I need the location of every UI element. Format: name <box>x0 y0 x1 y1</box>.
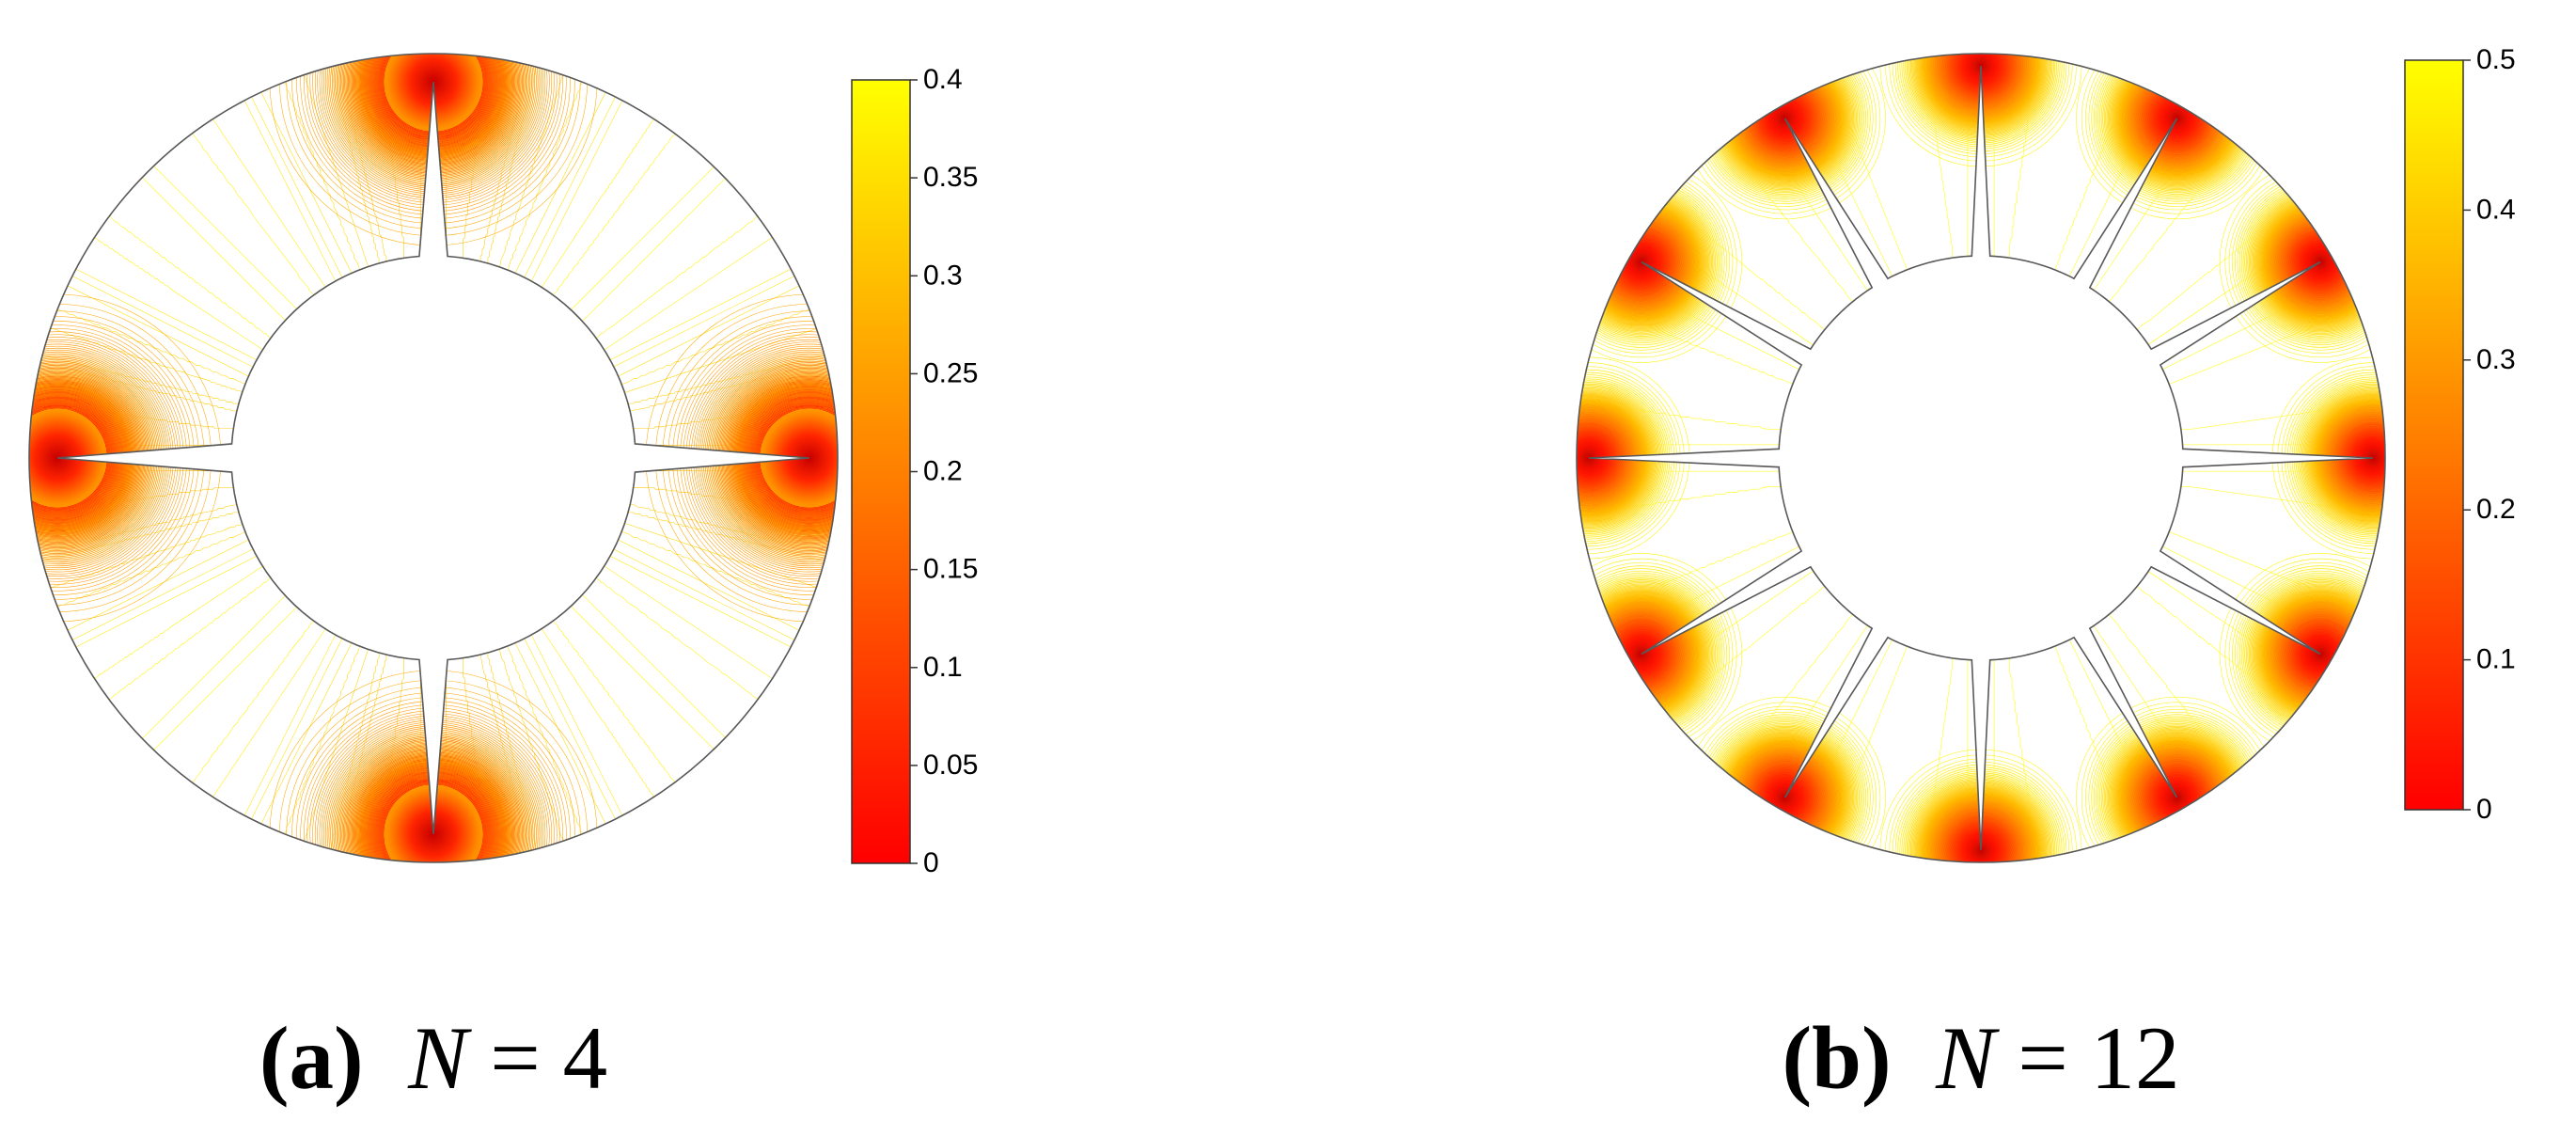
svg-text:0.05: 0.05 <box>923 750 978 781</box>
svg-text:0.25: 0.25 <box>923 357 978 388</box>
svg-text:0.2: 0.2 <box>923 456 963 487</box>
svg-text:0.3: 0.3 <box>923 260 963 291</box>
svg-text:0.4: 0.4 <box>2476 194 2516 225</box>
svg-text:0.4: 0.4 <box>923 64 963 95</box>
svg-text:0.5: 0.5 <box>2476 44 2516 75</box>
svg-text:0.15: 0.15 <box>923 554 978 585</box>
svg-text:0.1: 0.1 <box>2476 644 2516 675</box>
svg-text:0: 0 <box>2476 794 2492 825</box>
svg-text:0.1: 0.1 <box>923 652 963 683</box>
svg-text:0.2: 0.2 <box>2476 494 2516 525</box>
svg-text:0.35: 0.35 <box>923 162 978 193</box>
svg-text:(b) N = 12: (b) N = 12 <box>1782 1008 2179 1108</box>
svg-text:(a) N = 4: (a) N = 4 <box>259 1008 607 1108</box>
svg-text:0.3: 0.3 <box>2476 344 2516 375</box>
svg-text:0: 0 <box>923 847 939 878</box>
